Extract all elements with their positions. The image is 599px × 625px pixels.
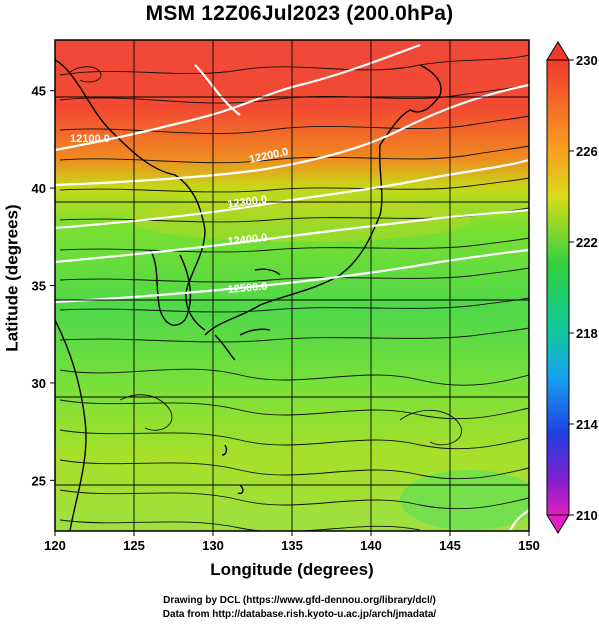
contour-label-12100: 12100.0 [70, 133, 110, 145]
x-tick-label: 120 [44, 538, 66, 553]
y-tick-label: 45 [32, 84, 46, 99]
y-axis-ticks: 25 30 35 40 45 [32, 84, 55, 488]
x-tick-label: 130 [202, 538, 224, 553]
colorbar-tick-label: 226 [576, 144, 598, 159]
credit-line-1: Drawing by DCL (https://www.gfd-dennou.o… [163, 595, 436, 606]
colorbar-min-arrow [546, 514, 570, 534]
x-tick-label: 145 [439, 538, 461, 553]
map-title: MSM 12Z06Jul2023 (200.0hPa) [145, 2, 454, 25]
y-axis-label: Latitude (degrees) [2, 204, 22, 352]
y-tick-label: 30 [32, 376, 46, 391]
warm-band [130, 198, 470, 242]
y-tick-label: 25 [32, 473, 46, 488]
contour-label-12300: 12300.0 [227, 194, 268, 211]
colorbar: 230 226 222 218 214 210 [546, 41, 598, 534]
map-plot-area: 12100.0 12200.0 12300.0 12400.0 12500.0 [55, 40, 529, 531]
colorbar-tick-label: 222 [576, 235, 598, 250]
x-tick-label: 125 [123, 538, 145, 553]
colorbar-tick-label: 210 [576, 508, 598, 523]
colorbar-tick-label: 218 [576, 326, 598, 341]
x-tick-label: 140 [360, 538, 382, 553]
contour-label-12400: 12400.0 [227, 232, 268, 248]
contour-label-12500: 12500.0 [227, 281, 268, 296]
colorbar-tick-label: 214 [576, 417, 598, 432]
x-tick-label: 135 [281, 538, 303, 553]
colorbar-gradient [546, 59, 570, 516]
colorbar-tick-label: 230 [576, 53, 598, 68]
credit-text: Drawing by DCL (https://www.gfd-dennou.o… [0, 594, 599, 622]
graticule [55, 40, 529, 531]
geopotential-contours [55, 43, 529, 531]
y-tick-label: 40 [32, 181, 46, 196]
colorbar-ticks: 230 226 222 218 214 210 [569, 53, 598, 523]
x-axis-label: Longitude (degrees) [210, 560, 374, 579]
y-tick-label: 35 [32, 279, 46, 294]
x-tick-label: 150 [518, 538, 540, 553]
coastlines [55, 59, 442, 531]
credit-line-2: Data from http://database.rish.kyoto-u.a… [162, 609, 437, 620]
x-axis-ticks: 120 125 130 135 140 145 150 [44, 531, 540, 553]
colorbar-max-arrow [546, 41, 570, 61]
